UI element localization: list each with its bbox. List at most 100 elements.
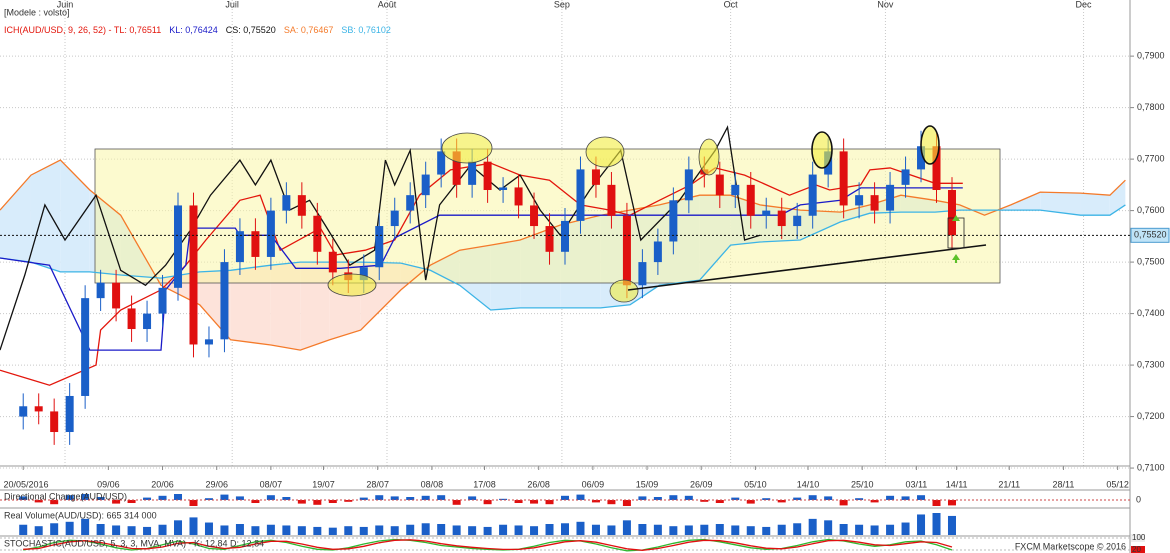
volume-label: Real Volume(AUD/USD): 665 314 000 — [4, 510, 157, 520]
candle-body — [297, 195, 306, 216]
legend-entry: SA: 0,76467 — [284, 25, 334, 35]
candle-body — [189, 205, 198, 345]
volume-bar — [653, 524, 662, 535]
dc-bar — [96, 497, 105, 500]
footer: FXCM Marketscope © 2016 — [1015, 541, 1126, 551]
dc-bar — [870, 500, 879, 503]
model-label: [Modele : volsto] — [4, 7, 70, 17]
cloud — [230, 265, 271, 345]
dc-bar — [50, 500, 59, 505]
highlight-ellipse — [920, 125, 940, 165]
y-tick-label: 0,7500 — [1137, 256, 1165, 266]
dc-bar — [947, 500, 956, 506]
candle-body — [158, 287, 167, 314]
dc-bar — [406, 497, 415, 500]
month-label: Oct — [724, 0, 739, 9]
x-tick-label: 05/12 — [1106, 479, 1129, 489]
candle-body — [839, 151, 848, 206]
dc-bar — [328, 500, 337, 503]
dc-bar — [932, 500, 941, 506]
dc-bar — [793, 497, 802, 500]
dc-bar — [204, 498, 213, 500]
volume-bar — [143, 526, 152, 535]
y-tick-label: 0,7800 — [1137, 102, 1165, 112]
dc-bar — [777, 500, 786, 503]
dc-bar — [715, 500, 724, 503]
candle-body — [947, 190, 956, 236]
y-tick-label: 0,7900 — [1137, 51, 1165, 61]
highlight-ellipse — [585, 136, 625, 168]
dc-bar — [437, 495, 446, 500]
volume-bar — [174, 520, 183, 535]
volume-bar — [638, 524, 647, 535]
stoch-k-line — [23, 538, 953, 552]
dc-bar — [344, 500, 353, 502]
candle-body — [81, 298, 90, 396]
volume-bar — [344, 526, 353, 535]
x-tick-label: 29/06 — [205, 479, 228, 489]
candle-body — [50, 411, 59, 433]
volume-bar — [622, 520, 631, 535]
volume-bar — [375, 525, 384, 535]
candle-body — [19, 406, 28, 417]
candle-body — [917, 146, 926, 170]
candle-body — [96, 282, 105, 299]
candle-body — [452, 151, 461, 185]
candle-body — [932, 146, 941, 191]
legend: ICH(AUD/USD, 9, 26, 52) - TL: 0,76511 KL:… — [4, 25, 391, 35]
volume-bar — [793, 523, 802, 535]
candle-body — [266, 210, 275, 257]
candle-body — [622, 215, 631, 286]
dc-bar — [266, 495, 275, 500]
volume-bar — [452, 525, 461, 535]
candle-body — [514, 187, 523, 206]
dc-bar — [917, 495, 926, 500]
dc-bar — [452, 500, 461, 505]
volume-bar — [731, 525, 740, 535]
panel-layer: 0 Directional Change(AUD/USD) Real Volume(… — [0, 491, 1146, 553]
dc-bar — [483, 500, 492, 505]
candle-body — [437, 151, 446, 175]
dc-bar — [886, 495, 895, 500]
volume-bar — [421, 523, 430, 535]
x-tick-label: 20/05/2016 — [3, 479, 48, 489]
volume-bar — [189, 517, 198, 535]
stoch-d-line — [23, 539, 953, 551]
x-tick-label: 17/08 — [473, 479, 496, 489]
x-tick-label: 03/11 — [905, 479, 927, 489]
dc-bar — [499, 498, 508, 500]
annotations — [327, 125, 987, 303]
cloud — [0, 175, 31, 263]
dc-bar — [839, 500, 848, 506]
x-tick-label: 14/11 — [946, 479, 968, 489]
indicator-line — [0, 125, 761, 351]
volume-bar — [328, 527, 337, 535]
candle-body — [561, 220, 569, 252]
volume-bar — [545, 524, 554, 535]
dc-bar — [143, 497, 152, 500]
volume-bar — [406, 524, 415, 535]
candle-body — [684, 169, 693, 201]
candle-body — [793, 215, 802, 227]
volume-bar — [19, 524, 28, 535]
y-tick-label: 0,7600 — [1137, 205, 1165, 215]
dc-bar — [824, 496, 833, 500]
candle-body — [762, 210, 771, 216]
y-tick-label: 0,7100 — [1137, 462, 1165, 472]
volume-bar — [127, 526, 136, 535]
candle-body — [313, 215, 322, 252]
x-tick-label: 20/06 — [151, 479, 174, 489]
y-tick-label: 0,7700 — [1137, 153, 1165, 163]
up-arrow — [952, 215, 960, 221]
volume-bar — [220, 525, 229, 535]
volume-bar — [715, 524, 724, 535]
volume-bar — [297, 526, 306, 535]
candle-body — [127, 308, 136, 330]
x-tick-label: 21/11 — [998, 479, 1020, 489]
volume-bar — [34, 526, 43, 535]
highlight-ellipse — [327, 273, 377, 297]
candle-body — [251, 231, 260, 257]
volume-bar — [839, 524, 848, 535]
x-tick-label: 28/11 — [1053, 479, 1075, 489]
cloud — [1010, 192, 1041, 211]
